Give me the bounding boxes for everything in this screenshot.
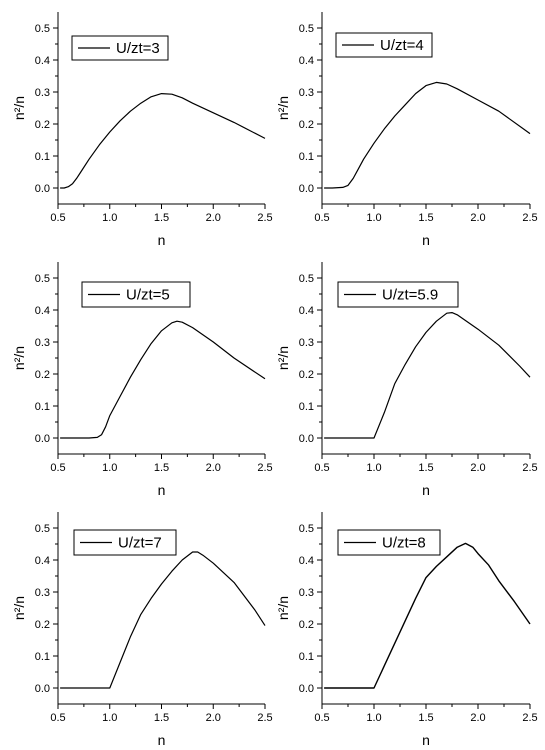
y-tick-label: 0.4 — [299, 55, 314, 67]
x-tick-label: 1.0 — [366, 212, 381, 224]
x-tick-label: 2.5 — [522, 212, 537, 224]
x-tick-label: 1.5 — [418, 212, 433, 224]
x-tick-label: 1.5 — [418, 712, 433, 724]
x-axis-label: n — [158, 732, 166, 748]
y-tick-label: 0.1 — [35, 401, 50, 413]
y-tick-label: 0.4 — [35, 305, 50, 317]
y-tick-label: 0.4 — [35, 55, 50, 67]
y-tick-label: 0.0 — [35, 433, 50, 445]
y-tick-label: 0.2 — [299, 619, 314, 631]
legend-label: U/zt=5.9 — [382, 287, 438, 304]
x-tick-label: 2.5 — [257, 712, 272, 724]
y-tick-label: 0.3 — [299, 87, 314, 99]
y-tick-label: 0.3 — [299, 587, 314, 599]
y-tick-label: 0.1 — [299, 151, 314, 163]
y-tick-label: 0.3 — [299, 337, 314, 349]
y-tick-label: 0.5 — [299, 273, 314, 285]
x-axis-label: n — [422, 232, 430, 248]
y-axis-label: n²/n — [11, 346, 27, 370]
x-tick-label: 1.5 — [418, 462, 433, 474]
chart-panel-2: 0.5 1.0 1.5 2.0 2.5 0.0 0.1 0.2 0.3 0.4 0.5 n n²/n U/… — [275, 12, 538, 248]
x-tick-label: 1.5 — [154, 462, 169, 474]
chart-panel-4: 0.5 1.0 1.5 2.0 2.5 0.0 0.1 0.2 0.3 0.4 0.5 n n²/n U/… — [275, 262, 538, 498]
x-tick-label: 2.0 — [470, 712, 485, 724]
y-axis-label: n²/n — [275, 596, 291, 620]
y-tick-label: 0.4 — [35, 555, 50, 567]
x-tick-label: 2.0 — [470, 212, 485, 224]
legend-label: U/zt=7 — [118, 535, 162, 552]
x-tick-label: 1.0 — [366, 712, 381, 724]
y-tick-label: 0.5 — [35, 23, 50, 35]
x-tick-label: 1.0 — [102, 712, 117, 724]
y-tick-label: 0.1 — [35, 151, 50, 163]
y-tick-label: 0.0 — [299, 183, 314, 195]
legend-label: U/zt=8 — [382, 535, 426, 552]
y-tick-label: 0.3 — [35, 87, 50, 99]
y-tick-label: 0.2 — [299, 369, 314, 381]
series-line — [324, 81, 531, 189]
chart-panel-5: 0.5 1.0 1.5 2.0 2.5 0.0 0.1 0.2 0.3 0.4 0.5 n n²/n U/… — [11, 512, 273, 748]
chart-panel-3: 0.5 1.0 1.5 2.0 2.5 0.0 0.1 0.2 0.3 0.4 0.5 n n²/n U/… — [11, 262, 273, 498]
x-tick-label: 2.5 — [522, 712, 537, 724]
y-tick-label: 0.2 — [35, 619, 50, 631]
x-tick-label: 0.5 — [50, 212, 65, 224]
x-tick-label: 1.5 — [154, 712, 169, 724]
y-tick-label: 0.5 — [299, 523, 314, 535]
legend-label: U/zt=5 — [126, 287, 170, 304]
y-axis-label: n²/n — [275, 96, 291, 120]
y-tick-label: 0.3 — [35, 337, 50, 349]
x-tick-label: 0.5 — [314, 712, 329, 724]
x-axis-label: n — [158, 482, 166, 498]
chart-panel-1: 0.5 1.0 1.5 2.0 2.5 0.0 0.1 0.2 0.3 0.4 0.5 n n²/n U/… — [11, 12, 273, 248]
series-line — [324, 312, 531, 439]
y-tick-label: 0.2 — [35, 119, 50, 131]
y-tick-label: 0.4 — [299, 555, 314, 567]
y-tick-label: 0.0 — [299, 433, 314, 445]
series-line — [60, 93, 266, 189]
series-line — [60, 551, 266, 689]
y-tick-label: 0.0 — [35, 183, 50, 195]
x-tick-label: 2.5 — [257, 462, 272, 474]
series-line — [324, 542, 531, 689]
y-tick-label: 0.4 — [299, 305, 314, 317]
series-line — [60, 320, 266, 439]
x-axis-label: n — [422, 482, 430, 498]
x-axis-label: n — [422, 732, 430, 748]
y-tick-label: 0.0 — [35, 683, 50, 695]
x-tick-label: 2.0 — [470, 462, 485, 474]
legend-label: U/zt=4 — [380, 37, 424, 54]
y-axis-label: n²/n — [11, 596, 27, 620]
chart-panel-6: 0.5 1.0 1.5 2.0 2.5 0.0 0.1 0.2 0.3 0.4 0.5 n n²/n U/… — [275, 512, 538, 748]
x-tick-label: 2.0 — [206, 212, 221, 224]
y-axis-label: n²/n — [275, 346, 291, 370]
x-tick-label: 0.5 — [50, 712, 65, 724]
y-tick-label: 0.2 — [35, 369, 50, 381]
x-axis-label: n — [158, 232, 166, 248]
x-tick-label: 1.0 — [102, 462, 117, 474]
x-tick-label: 1.0 — [102, 212, 117, 224]
y-tick-label: 0.2 — [299, 119, 314, 131]
y-tick-label: 0.0 — [299, 683, 314, 695]
x-tick-label: 2.5 — [522, 462, 537, 474]
y-tick-label: 0.5 — [299, 23, 314, 35]
y-tick-label: 0.5 — [35, 523, 50, 535]
y-tick-label: 0.1 — [35, 651, 50, 663]
x-tick-label: 0.5 — [314, 212, 329, 224]
y-axis-label: n²/n — [11, 96, 27, 120]
y-tick-label: 0.1 — [299, 651, 314, 663]
y-tick-label: 0.5 — [35, 273, 50, 285]
x-tick-label: 2.0 — [206, 712, 221, 724]
y-tick-label: 0.3 — [35, 587, 50, 599]
x-tick-label: 0.5 — [314, 462, 329, 474]
x-tick-label: 2.5 — [257, 212, 272, 224]
x-tick-label: 0.5 — [50, 462, 65, 474]
x-tick-label: 1.5 — [154, 212, 169, 224]
x-tick-label: 1.0 — [366, 462, 381, 474]
y-tick-label: 0.1 — [299, 401, 314, 413]
x-tick-label: 2.0 — [206, 462, 221, 474]
legend-label: U/zt=3 — [116, 40, 160, 57]
